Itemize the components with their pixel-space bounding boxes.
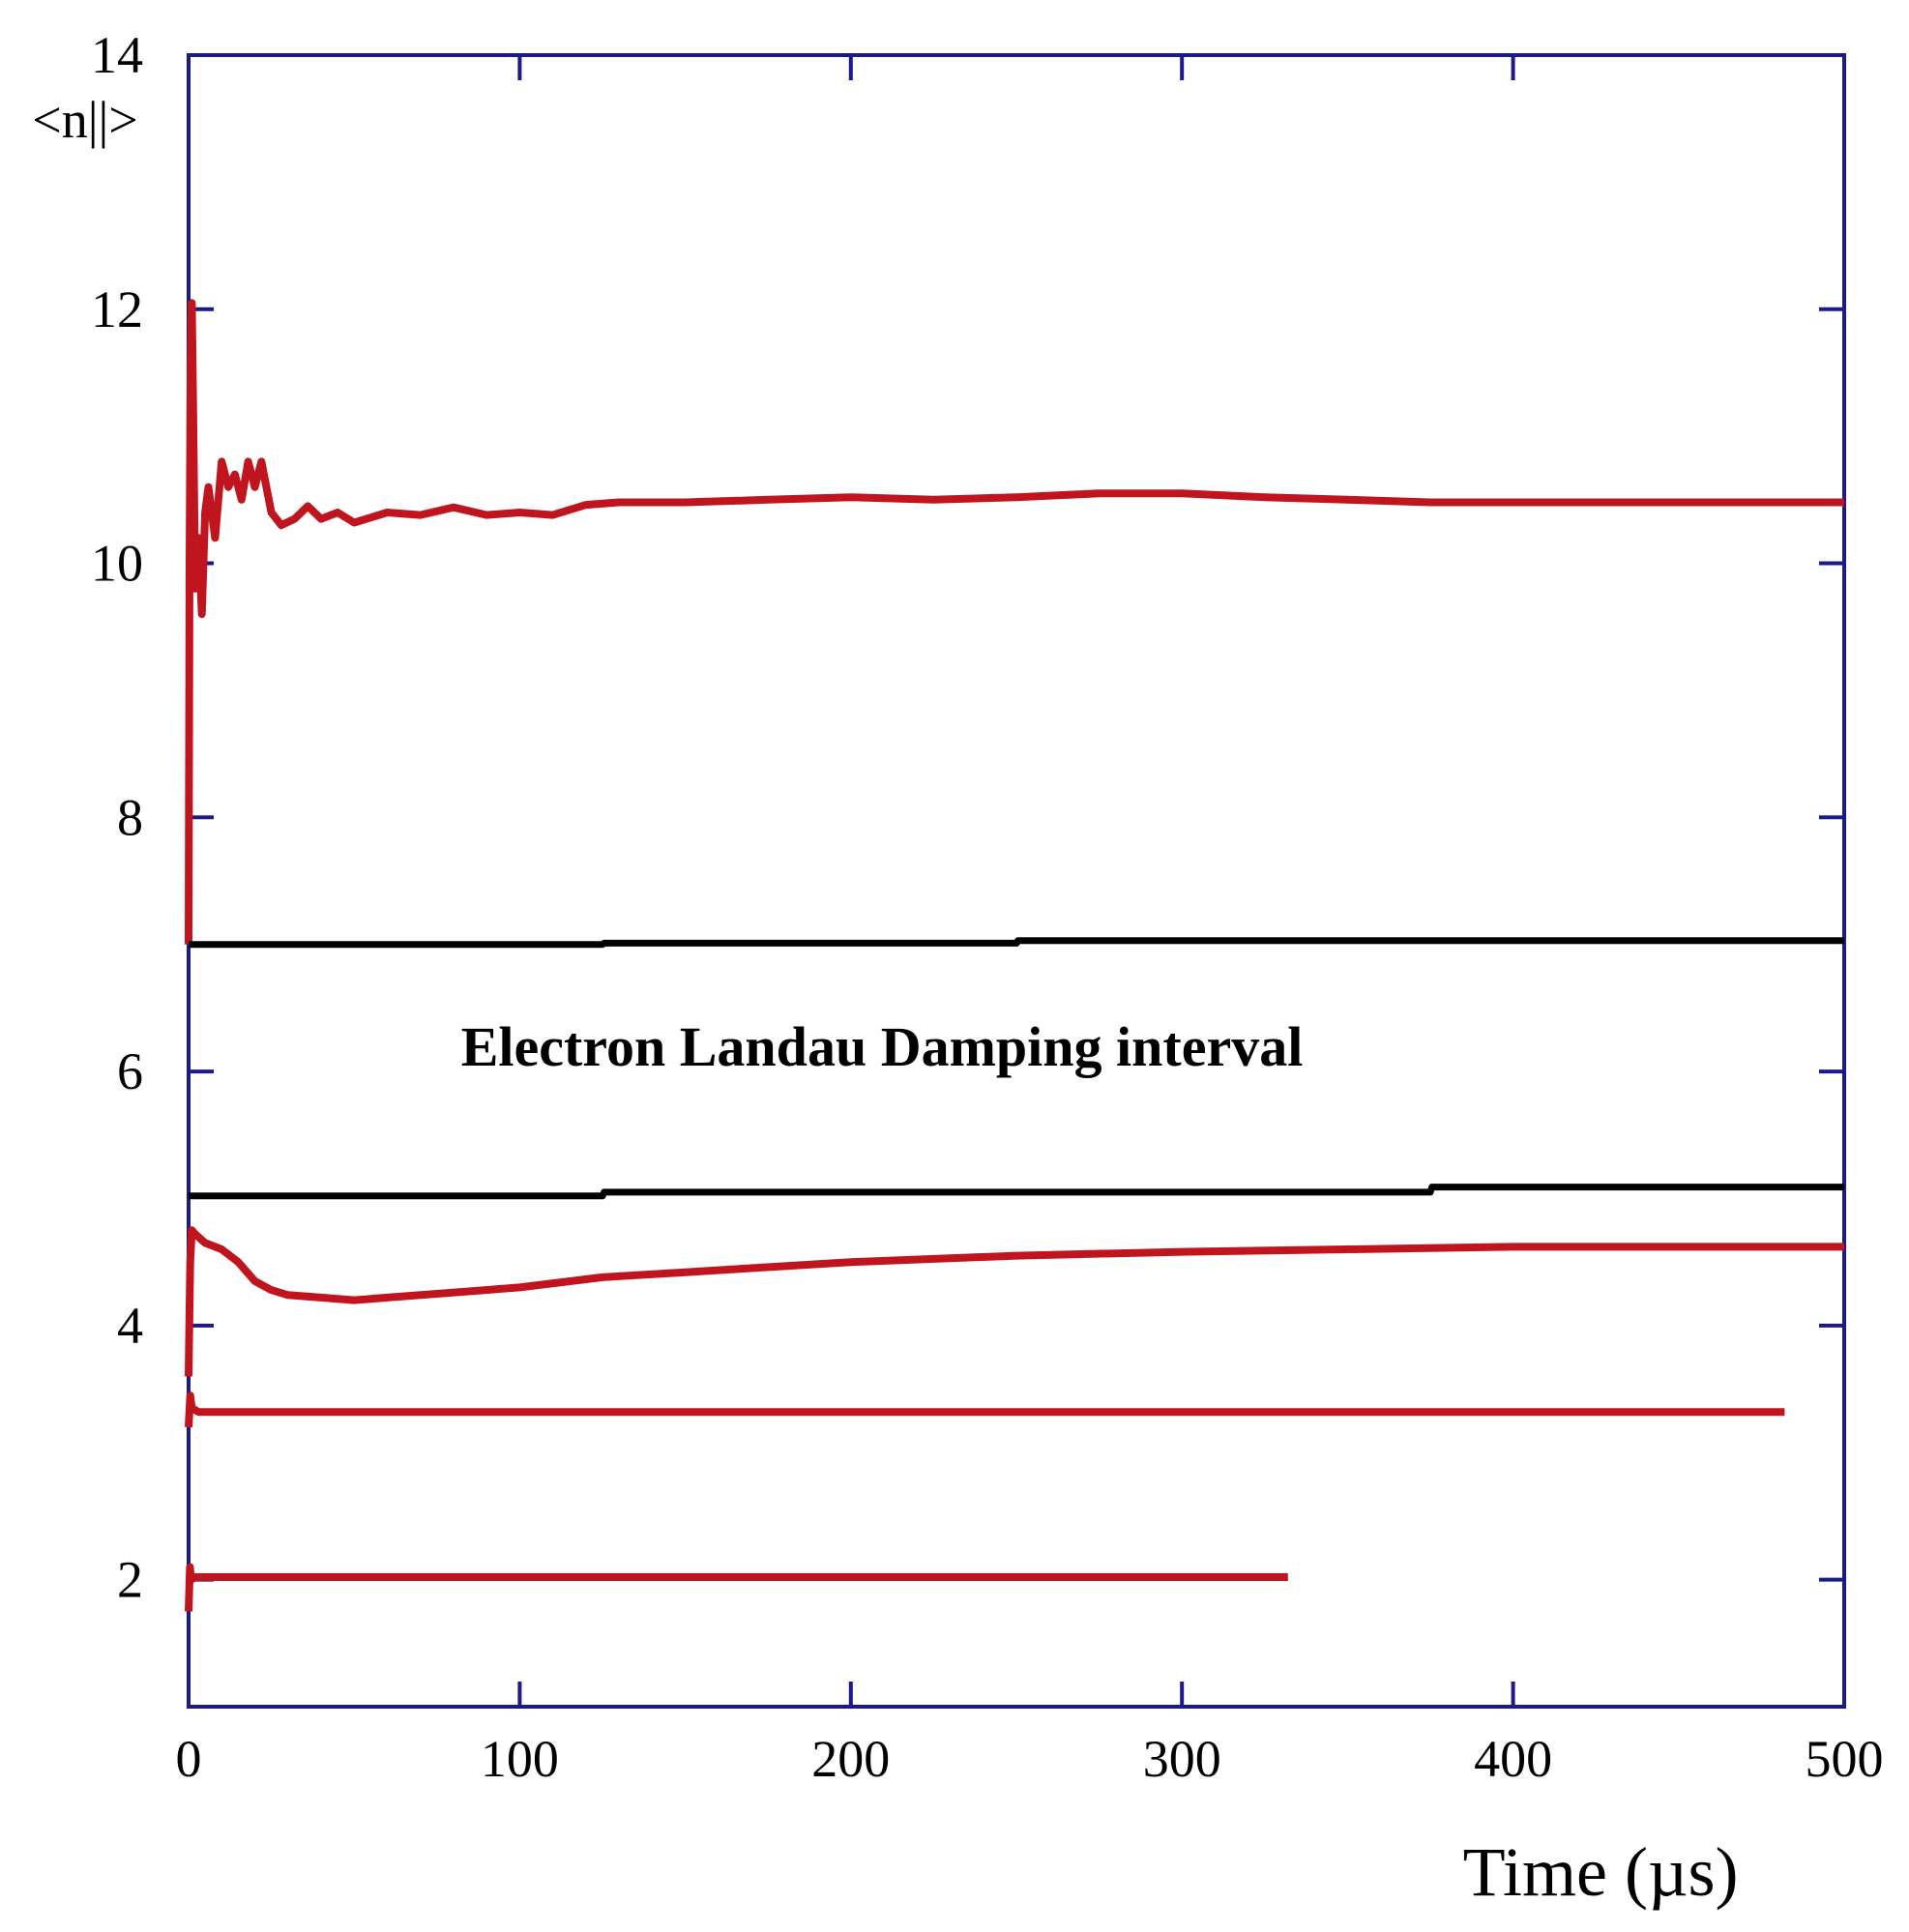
series-line-5 <box>185 1391 1785 1428</box>
y-tick-label: 14 <box>91 26 143 84</box>
y-axis-title: <n||> <box>32 91 138 149</box>
y-tick-label: 10 <box>91 535 143 593</box>
x-tick-label: 100 <box>481 1730 559 1788</box>
series-line-1 <box>185 299 1844 945</box>
series-line-4 <box>185 1226 1844 1377</box>
x-axis-title: Time (µs) <box>1463 1833 1739 1911</box>
x-tick-label: 400 <box>1474 1730 1552 1788</box>
y-tick-label: 8 <box>117 788 143 846</box>
x-tick-label: 200 <box>811 1730 890 1788</box>
x-tick-label: 0 <box>176 1730 202 1788</box>
series-layer <box>185 299 1844 1612</box>
x-tick-label: 300 <box>1143 1730 1221 1788</box>
chart-annotation: Electron Landau Damping interval <box>461 1015 1304 1078</box>
y-tick-label: 2 <box>117 1551 143 1609</box>
y-tick-label: 4 <box>117 1297 143 1355</box>
series-line-6 <box>185 1563 1288 1612</box>
axis-ticks <box>187 53 1846 1707</box>
series-line-3 <box>189 1184 1844 1200</box>
tick-labels: 0 100 200 300 400 500 2 4 6 8 10 12 14 <box>91 26 1884 1788</box>
series-line-2 <box>189 937 1844 949</box>
x-tick-label: 500 <box>1806 1730 1884 1788</box>
y-tick-label: 12 <box>91 280 143 338</box>
plot-frame <box>187 53 1846 1709</box>
y-tick-label: 6 <box>117 1042 143 1100</box>
